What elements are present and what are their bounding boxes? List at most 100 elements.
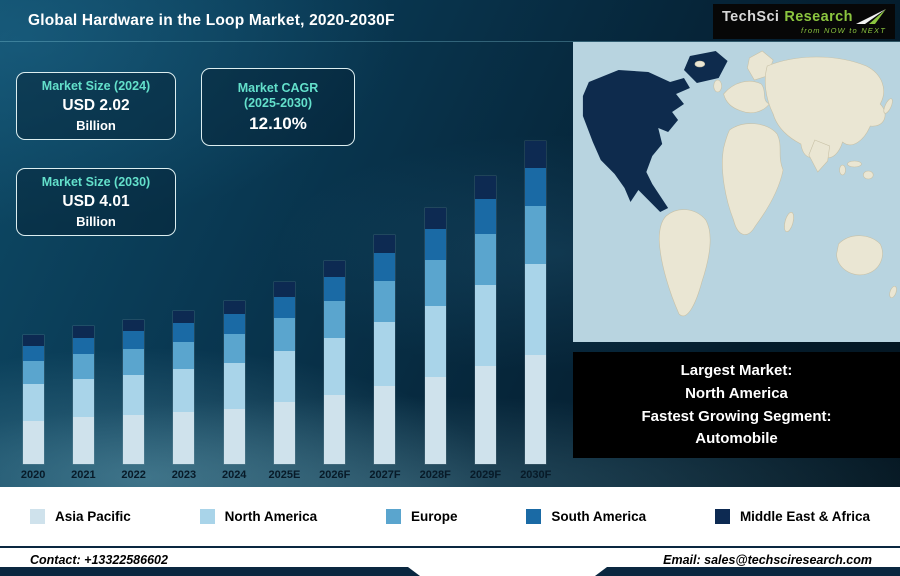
map-indonesia <box>847 160 862 168</box>
legend-item-south-america: South America <box>526 509 646 524</box>
bar-column: 2028F <box>410 208 460 481</box>
bar-segment-south-america <box>72 337 94 354</box>
map-borneo <box>863 170 874 180</box>
bar-segment-north-america <box>22 384 44 421</box>
x-axis-label: 2021 <box>71 469 96 481</box>
contact-info: Contact: +13322586602 <box>30 553 168 567</box>
bar-segment-asia-pacific <box>173 411 195 464</box>
note-line-largest-market-value: North America <box>685 384 788 402</box>
bar-segment-middle-east-africa <box>72 326 94 338</box>
bar-segment-north-america <box>525 264 547 355</box>
bar-segment-europe <box>223 333 245 363</box>
legend-label: South America <box>551 509 647 524</box>
legend-swatch <box>199 509 215 524</box>
legend-item-asia-pacific: Asia Pacific <box>30 509 131 524</box>
x-axis-label: 2030F <box>520 469 552 481</box>
card-unit: Billion <box>76 214 116 229</box>
bar-segment-south-america <box>374 253 396 281</box>
header: Global Hardware in the Loop Market, 2020… <box>0 0 900 42</box>
bar-segment-asia-pacific <box>273 402 295 464</box>
bar-segment-asia-pacific <box>72 417 94 464</box>
bar-column: 2023 <box>159 311 209 481</box>
bar-stack <box>273 282 295 464</box>
bar-stack <box>475 175 497 464</box>
footer-decor-bar-right <box>595 567 900 576</box>
market-note: Largest Market: North America Fastest Gr… <box>573 352 900 458</box>
legend-label: Middle East & Africa <box>739 509 870 524</box>
bar-stack <box>324 260 346 464</box>
bar-segment-south-america <box>424 229 446 260</box>
map-africa <box>722 123 784 235</box>
legend-item-europe: Europe <box>385 509 458 524</box>
bar-segment-europe <box>374 280 396 322</box>
map-japan <box>883 98 893 114</box>
bar-column: 2020 <box>8 335 58 481</box>
map-philippines <box>839 164 846 176</box>
bar-segment-asia-pacific <box>22 420 44 464</box>
bar-segment-asia-pacific <box>223 408 245 464</box>
bar-column: 2027F <box>360 234 410 481</box>
map-new-zealand <box>889 285 897 299</box>
note-line-largest-market-label: Largest Market: <box>680 362 793 379</box>
bar-segment-europe <box>72 353 94 379</box>
bar-segment-south-america <box>22 345 44 362</box>
bar-segment-middle-east-africa <box>123 319 145 332</box>
legend-swatch <box>526 509 542 524</box>
legend-swatch <box>385 509 401 524</box>
techsci-logo: TechSci Research from NOW to NEXT <box>713 4 895 39</box>
bar-column: 2030F <box>511 141 561 481</box>
bar-column: 2024 <box>209 301 259 481</box>
map-madagascar <box>784 211 794 233</box>
bar-segment-north-america <box>324 337 346 395</box>
x-axis-label: 2020 <box>20 469 46 481</box>
card-label: Market Size (2030) <box>41 175 151 189</box>
bar-stack <box>22 335 44 464</box>
card-unit: Billion <box>76 118 116 133</box>
logo-arrow-icon <box>856 9 886 24</box>
bar-segment-south-america <box>123 331 145 349</box>
card-value: USD 2.02 <box>62 97 130 114</box>
footer-decor-bar-left <box>0 567 420 576</box>
bar-segment-south-america <box>173 323 195 342</box>
bar-segment-europe <box>324 300 346 338</box>
map-north-america <box>582 70 690 212</box>
card-value: USD 4.01 <box>62 193 130 210</box>
bar-stack <box>123 319 145 464</box>
legend-swatch <box>714 509 730 524</box>
bar-segment-europe <box>475 233 497 286</box>
logo-brand-row: TechSci Research <box>722 9 886 25</box>
bar-segment-europe <box>273 318 295 352</box>
bar-segment-north-america <box>72 378 94 418</box>
x-axis-label: 2026F <box>319 469 351 481</box>
x-axis-label: 2025E <box>268 469 301 481</box>
logo-brand-primary: TechSci <box>722 8 780 25</box>
bar-segment-europe <box>424 259 446 306</box>
note-line-fastest-segment-value: Automobile <box>695 430 778 448</box>
x-axis-label: 2024 <box>221 469 247 481</box>
bar-segment-europe <box>173 341 195 370</box>
map-asia <box>764 56 886 159</box>
bar-segment-south-america <box>223 314 245 334</box>
world-map-svg <box>573 42 900 342</box>
bar-segment-asia-pacific <box>123 414 145 464</box>
market-size-2024-card: Market Size (2024) USD 2.02 Billion <box>16 72 176 140</box>
bar-segment-middle-east-africa <box>173 311 195 324</box>
bar-column: 2021 <box>58 326 108 481</box>
bar-segment-middle-east-africa <box>424 208 446 230</box>
world-map <box>573 42 900 342</box>
page-title: Global Hardware in the Loop Market, 2020… <box>28 11 395 29</box>
map-south-america <box>658 209 711 317</box>
x-axis-label: 2027F <box>369 469 401 481</box>
bar-stack <box>173 311 195 464</box>
chart-panel: Market Size (2024) USD 2.02 Billion Mark… <box>0 42 573 487</box>
legend-label: North America <box>224 509 318 524</box>
bar-segment-north-america <box>424 305 446 378</box>
bar-segment-middle-east-africa <box>223 301 245 315</box>
bar-stack <box>374 234 396 464</box>
map-uk <box>713 79 722 93</box>
bar-segment-north-america <box>475 285 497 366</box>
bar-chart: 2020 2021 2022 2023 2024 2025E 2026F 2027F 2028F… <box>8 141 561 481</box>
note-line-fastest-segment-label: Fastest Growing Segment: <box>641 407 832 425</box>
bar-segment-north-america <box>223 362 245 409</box>
bar-segment-middle-east-africa <box>525 141 547 168</box>
